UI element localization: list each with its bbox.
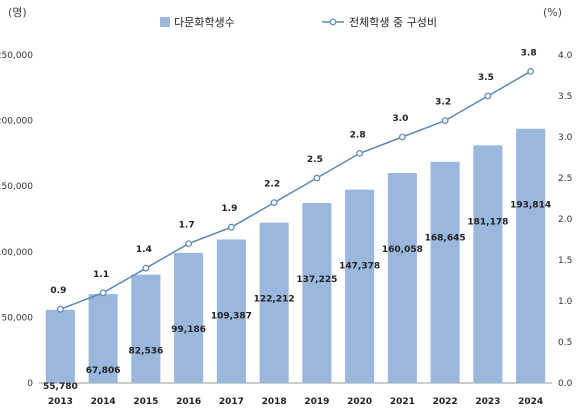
bar-series <box>45 128 546 383</box>
line-point <box>56 305 64 313</box>
legend-line-marker <box>329 18 337 26</box>
right-tick-label: 3.0 <box>558 133 573 143</box>
x-tick-label: 2022 <box>433 397 458 407</box>
line-point <box>185 240 193 248</box>
left-axis: 0 50,000 100,000 150,000 200,000 250,000 <box>0 51 33 389</box>
bar-value-label: 67,806 <box>86 366 121 376</box>
line-value-label: 1.9 <box>221 204 237 214</box>
right-tick-label: 2.5 <box>558 174 572 184</box>
line-value-label: 3.8 <box>521 48 537 58</box>
series-line <box>60 70 531 310</box>
line-value-label: 2.5 <box>307 155 323 165</box>
left-tick-label: 250,000 <box>0 51 33 61</box>
x-tick-label: 2014 <box>91 397 116 407</box>
x-tick-label: 2018 <box>262 397 287 407</box>
line-point <box>270 199 278 207</box>
legend-line-label: 전체학생 중 구성비 <box>349 16 437 29</box>
x-tick-label: 2019 <box>304 397 329 407</box>
line-series <box>56 67 535 313</box>
x-tick-label: 2016 <box>176 397 201 407</box>
bar-data-labels: 55,780 67,806 82,536 99,186 109,387122,21213… <box>43 201 551 392</box>
bar-value-label: 55,780 <box>43 382 78 392</box>
bar <box>45 309 75 383</box>
bar-value-label: 147,378 <box>339 262 380 272</box>
left-tick-label: 200,000 <box>0 117 33 127</box>
line-value-label: 3.0 <box>392 114 408 124</box>
x-tick-label: 2020 <box>347 397 372 407</box>
right-tick-label: 0.0 <box>558 379 573 389</box>
line-point <box>227 223 235 231</box>
bar <box>174 252 204 383</box>
x-tick-label: 2024 <box>518 397 543 407</box>
legend-bar-label: 다문화학생수 <box>174 16 235 29</box>
line-value-label: 0.9 <box>50 286 66 296</box>
bar-value-label: 193,814 <box>510 201 551 211</box>
left-axis-unit: (명) <box>8 6 27 19</box>
right-tick-label: 1.0 <box>558 297 573 307</box>
right-tick-label: 2.0 <box>558 215 573 225</box>
line-point <box>484 92 492 100</box>
bar <box>345 189 375 383</box>
line-value-label: 2.8 <box>350 130 366 140</box>
x-tick-label: 2023 <box>475 397 500 407</box>
line-value-label: 3.5 <box>478 73 494 83</box>
bar <box>387 173 417 383</box>
bar-value-label: 160,058 <box>382 245 423 255</box>
bar <box>131 274 161 383</box>
x-tick-label: 2017 <box>219 397 244 407</box>
legend: 다문화학생수 전체학생 중 구성비 <box>160 16 437 29</box>
line-point <box>356 149 364 157</box>
x-tick-label: 2013 <box>48 397 73 407</box>
bar <box>473 145 503 383</box>
left-tick-label: 50,000 <box>2 313 34 323</box>
right-axis-unit: (%) <box>543 6 562 19</box>
left-tick-label: 0 <box>27 379 33 389</box>
bar-value-label: 137,225 <box>296 275 337 285</box>
left-tick-label: 100,000 <box>0 248 33 258</box>
bar-value-label: 122,212 <box>254 295 295 305</box>
bar <box>430 161 460 383</box>
bar-value-label: 181,178 <box>467 217 508 227</box>
legend-bar-swatch <box>160 17 170 27</box>
left-tick-label: 150,000 <box>0 182 33 192</box>
line-value-label: 3.2 <box>435 98 451 108</box>
bar <box>302 202 332 383</box>
right-axis: 0.0 0.5 1.0 1.5 2.0 2.5 3.0 3.5 4.0 <box>558 51 573 389</box>
right-tick-label: 1.5 <box>558 256 572 266</box>
line-value-label: 1.1 <box>93 270 109 280</box>
bar <box>516 128 546 383</box>
line-point <box>398 133 406 141</box>
line-value-label: 1.4 <box>136 245 152 255</box>
x-tick-label: 2021 <box>390 397 415 407</box>
line-point <box>313 174 321 182</box>
line-data-labels: 0.9 1.1 1.4 1.7 1.9 2.2 2.5 2.8 3.0 3.2 3.5 3.8 <box>50 48 536 296</box>
bar <box>88 294 118 383</box>
bar-value-label: 82,536 <box>129 347 164 357</box>
right-tick-label: 0.5 <box>558 338 572 348</box>
bar-value-label: 109,387 <box>211 311 252 321</box>
bar <box>216 239 246 383</box>
line-point <box>441 117 449 124</box>
x-axis: 2013 2014 2015 2016 2017 2018 2019 2020 2021 2022… <box>48 397 543 407</box>
bar-value-label: 168,645 <box>425 234 466 244</box>
line-value-label: 2.2 <box>264 180 280 190</box>
line-value-label: 1.7 <box>179 221 195 231</box>
right-tick-label: 3.5 <box>558 92 572 102</box>
line-point <box>142 264 150 272</box>
x-tick-label: 2015 <box>133 397 158 407</box>
line-point <box>99 289 107 297</box>
bar-value-label: 99,186 <box>171 325 206 335</box>
line-point <box>527 67 535 75</box>
right-tick-label: 4.0 <box>558 51 573 61</box>
bar <box>259 222 289 383</box>
